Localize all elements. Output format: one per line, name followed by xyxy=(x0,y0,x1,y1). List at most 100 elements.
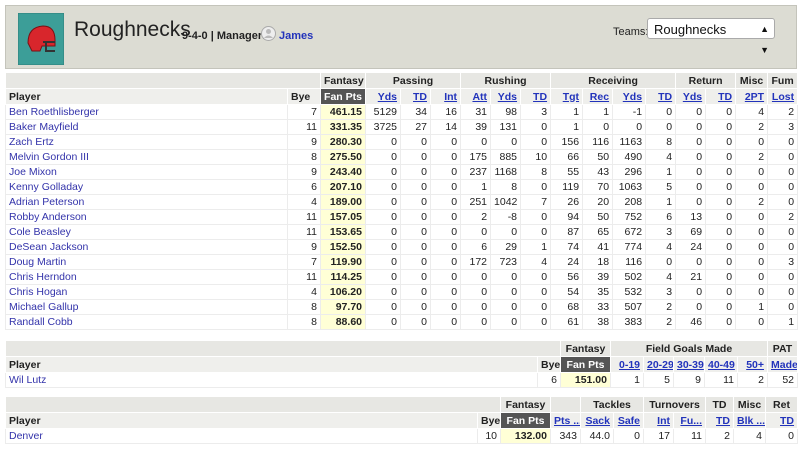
player-row: Denver 10 132.00 343 44.0 0 17 11 2 4 0 xyxy=(5,428,799,444)
player-link[interactable]: Michael Gallup xyxy=(5,299,288,315)
player-link[interactable]: Ben Roethlisberger xyxy=(5,104,288,120)
player-link[interactable]: Baker Mayfield xyxy=(5,119,288,135)
sort-header[interactable]: 30-39 xyxy=(673,356,705,373)
sort-header[interactable]: TD xyxy=(645,88,677,105)
sort-header[interactable]: Int xyxy=(429,88,462,105)
stat-cell: 21 xyxy=(675,269,707,285)
stat-cell: 11 xyxy=(704,372,738,388)
stat-cell: 8 xyxy=(287,314,321,330)
sort-header[interactable]: 0-19 xyxy=(610,356,644,373)
stat-cell: 0 xyxy=(767,299,799,315)
stat-cell: -8 xyxy=(490,209,522,225)
sort-header[interactable]: Made xyxy=(767,356,798,373)
stat-cell: 1 xyxy=(582,104,614,120)
stat-cell: 0 xyxy=(429,164,462,180)
player-row: Wil Lutz 6 151.00 1 5 9 11 2 52 xyxy=(5,372,798,388)
stat-cell: 0 xyxy=(735,134,769,150)
stat-cell: 14 xyxy=(429,119,462,135)
stat-cell: 7 xyxy=(520,194,552,210)
sort-header[interactable]: Att xyxy=(460,88,492,105)
stat-cell: 0 xyxy=(520,224,552,240)
fantasy-points: 88.60 xyxy=(320,314,366,330)
sort-header[interactable]: Lost xyxy=(767,88,799,105)
stat-cell: 0 xyxy=(460,269,492,285)
sort-header[interactable]: Blk ... xyxy=(733,412,767,429)
sort-header[interactable]: Pts ... xyxy=(550,412,581,429)
sort-header[interactable]: TD xyxy=(765,412,799,429)
team-select[interactable]: Roughnecks ▲ ▼ xyxy=(647,18,775,55)
player-link[interactable]: Chris Hogan xyxy=(5,284,288,300)
group-header: Turnovers xyxy=(642,396,707,413)
sort-header[interactable]: 40-49 xyxy=(704,356,738,373)
sort-header[interactable]: 20-29 xyxy=(643,356,674,373)
stat-cell: 2 xyxy=(735,149,769,165)
stat-cell: 98 xyxy=(490,104,522,120)
stat-cell: 0 xyxy=(675,134,707,150)
sort-header[interactable]: Yds xyxy=(365,88,401,105)
sort-header[interactable]: Yds xyxy=(675,88,707,105)
stat-cell: 0 xyxy=(735,164,769,180)
stat-cell: 0 xyxy=(400,194,431,210)
sort-header[interactable]: Tgt xyxy=(550,88,584,105)
player-link[interactable]: Zach Ertz xyxy=(5,134,288,150)
player-link[interactable]: Denver xyxy=(5,428,478,444)
stat-cell: 3 xyxy=(520,104,552,120)
selected-team: Roughnecks xyxy=(654,22,727,37)
sort-header[interactable]: Safe xyxy=(613,412,644,429)
stat-cell: 0 xyxy=(400,149,431,165)
stat-cell: 4 xyxy=(287,284,321,300)
stat-cell: 0 xyxy=(490,134,522,150)
player-link[interactable]: Melvin Gordon III xyxy=(5,149,288,165)
fantasy-points: 189.00 xyxy=(320,194,366,210)
sort-header[interactable]: Int xyxy=(643,412,674,429)
stat-cell: 0 xyxy=(735,284,769,300)
stat-cell: 0 xyxy=(429,314,462,330)
fantasy-points: 97.70 xyxy=(320,299,366,315)
stat-cell: 0 xyxy=(400,164,431,180)
sort-header[interactable]: Rec xyxy=(582,88,614,105)
stat-cell: 70 xyxy=(582,179,614,195)
sort-header[interactable]: TD xyxy=(705,412,735,429)
stat-cell: 0 xyxy=(460,224,492,240)
sort-header[interactable]: TD xyxy=(520,88,552,105)
stat-cell: 0 xyxy=(675,164,707,180)
player-row: Ben Roethlisberger 7 461.15 5129 34 16 31 98 3 1 1… xyxy=(5,104,799,120)
sort-header[interactable]: TD xyxy=(400,88,431,105)
stat-cell: 2 xyxy=(645,299,677,315)
stat-cell: 0 xyxy=(365,179,401,195)
sort-header[interactable]: Sack xyxy=(580,412,614,429)
sort-header[interactable]: 2PT xyxy=(735,88,769,105)
player-link[interactable]: Kenny Golladay xyxy=(5,179,288,195)
stat-cell: 0 xyxy=(490,299,522,315)
sort-header[interactable]: Yds xyxy=(490,88,522,105)
sort-header[interactable]: Yds xyxy=(612,88,647,105)
player-link[interactable]: DeSean Jackson xyxy=(5,239,288,255)
stat-cell: 0 xyxy=(735,179,769,195)
stat-cell: 1 xyxy=(550,104,584,120)
stat-cell: 1 xyxy=(550,119,584,135)
stat-cell: 4 xyxy=(645,149,677,165)
player-link[interactable]: Chris Herndon xyxy=(5,269,288,285)
stat-cell: 0 xyxy=(520,119,552,135)
player-link[interactable]: Cole Beasley xyxy=(5,224,288,240)
player-link[interactable]: Robby Anderson xyxy=(5,209,288,225)
stat-cell: 672 xyxy=(612,224,647,240)
sort-header[interactable]: TD xyxy=(705,88,737,105)
stat-cell: 0 xyxy=(705,224,737,240)
sort-header[interactable]: Fu... xyxy=(672,412,707,429)
stat-cell: 0 xyxy=(735,209,769,225)
sort-header[interactable]: 50+ xyxy=(737,356,768,373)
stat-cell: 0 xyxy=(400,134,431,150)
stat-cell: 0 xyxy=(675,254,707,270)
player-row: DeSean Jackson 9 152.50 0 0 0 6 29 1 74 41 774 4 24 0 0… xyxy=(5,239,799,255)
player-link[interactable]: Adrian Peterson xyxy=(5,194,288,210)
player-link[interactable]: Doug Martin xyxy=(5,254,288,270)
player-link[interactable]: Randall Cobb xyxy=(5,314,288,330)
fantasy-points: 119.90 xyxy=(320,254,366,270)
player-link[interactable]: Joe Mixon xyxy=(5,164,288,180)
stat-cell: 66 xyxy=(550,149,584,165)
manager-link[interactable]: James xyxy=(279,30,314,42)
player-link[interactable]: Wil Lutz xyxy=(5,372,538,388)
stat-cell: 4 xyxy=(520,254,552,270)
stat-cell: 9 xyxy=(287,239,321,255)
